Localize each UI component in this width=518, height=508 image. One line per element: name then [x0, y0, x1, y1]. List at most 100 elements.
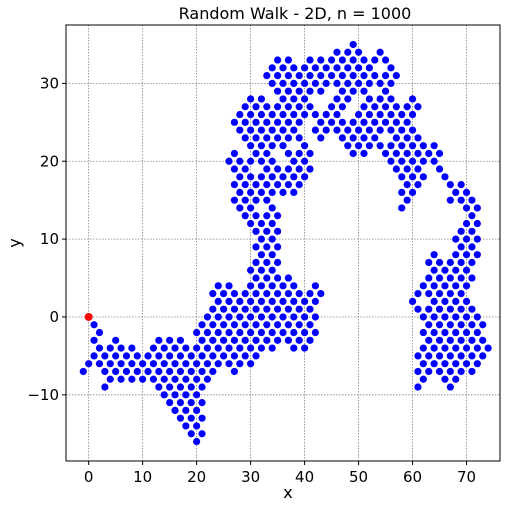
walk-point — [355, 142, 362, 149]
walk-point — [323, 111, 330, 118]
walk-point — [171, 407, 178, 414]
walk-point — [274, 212, 281, 219]
walk-point — [350, 134, 357, 141]
walk-point — [382, 150, 389, 157]
x-tick-label: 60 — [403, 468, 422, 486]
walk-point — [263, 181, 270, 188]
walk-point — [414, 165, 421, 172]
walk-point — [382, 88, 389, 95]
walk-point — [296, 306, 303, 313]
walk-point — [409, 158, 416, 165]
walk-point — [269, 142, 276, 149]
walk-point — [274, 72, 281, 79]
walk-point — [452, 360, 459, 367]
walk-point — [247, 173, 254, 180]
walk-point — [258, 267, 265, 274]
walk-point — [274, 321, 281, 328]
walk-point — [463, 189, 470, 196]
walk-point — [479, 321, 486, 328]
walk-point — [171, 360, 178, 367]
walk-point — [312, 282, 319, 289]
walk-point — [420, 142, 427, 149]
walk-point — [447, 274, 454, 281]
walk-point — [247, 189, 254, 196]
walk-point — [188, 352, 195, 359]
walk-point — [414, 134, 421, 141]
walk-point — [452, 345, 459, 352]
x-tick-label: 70 — [457, 468, 476, 486]
walk-point — [425, 259, 432, 266]
walk-point — [323, 64, 330, 71]
walk-point — [290, 313, 297, 320]
walk-point — [247, 204, 254, 211]
walk-point — [263, 103, 270, 110]
walk-point — [204, 360, 211, 367]
walk-point — [242, 212, 249, 219]
walk-point — [301, 313, 308, 320]
walk-point — [474, 220, 481, 227]
walk-point — [198, 352, 205, 359]
walk-point — [279, 111, 286, 118]
x-tick-label: 20 — [187, 468, 206, 486]
walk-point — [90, 352, 97, 359]
walk-point — [188, 415, 195, 422]
walk-point — [177, 415, 184, 422]
walk-point — [117, 376, 124, 383]
walk-point — [458, 368, 465, 375]
walk-point — [431, 298, 438, 305]
walk-point — [301, 95, 308, 102]
walk-point — [360, 72, 367, 79]
walk-point — [447, 259, 454, 266]
walk-point — [387, 64, 394, 71]
walk-point — [317, 88, 324, 95]
walk-point — [420, 376, 427, 383]
walk-point — [404, 150, 411, 157]
walk-point — [296, 150, 303, 157]
walk-point — [452, 329, 459, 336]
walk-point — [231, 165, 238, 172]
walk-point — [317, 72, 324, 79]
walk-point — [198, 383, 205, 390]
walk-point — [231, 197, 238, 204]
walk-point — [198, 415, 205, 422]
walk-point — [247, 142, 254, 149]
walk-point — [458, 228, 465, 235]
walk-point — [247, 360, 254, 367]
walk-point — [252, 352, 259, 359]
walk-point — [269, 267, 276, 274]
x-tick-label: 0 — [84, 468, 94, 486]
walk-point — [263, 337, 270, 344]
walk-point — [339, 56, 346, 63]
walk-point — [414, 181, 421, 188]
walk-point — [263, 259, 270, 266]
walk-point — [236, 204, 243, 211]
walk-point — [468, 212, 475, 219]
walk-point — [436, 290, 443, 297]
walk-point — [366, 80, 373, 87]
walk-point — [252, 228, 259, 235]
walk-point — [274, 181, 281, 188]
walk-point — [209, 290, 216, 297]
walk-point — [463, 236, 470, 243]
walk-point — [155, 352, 162, 359]
walk-point — [101, 368, 108, 375]
walk-point — [301, 173, 308, 180]
walk-point — [166, 352, 173, 359]
walk-point — [279, 64, 286, 71]
walk-point — [263, 274, 270, 281]
walk-point — [301, 329, 308, 336]
y-tick-label: 0 — [49, 308, 59, 326]
walk-point — [296, 181, 303, 188]
walk-point — [112, 337, 119, 344]
walk-point — [134, 368, 141, 375]
walk-point — [242, 352, 249, 359]
walk-point — [96, 360, 103, 367]
walk-point — [279, 189, 286, 196]
walk-point — [193, 360, 200, 367]
walk-point — [215, 298, 222, 305]
walk-point — [263, 197, 270, 204]
walk-point — [339, 103, 346, 110]
walk-point — [468, 352, 475, 359]
walk-point — [474, 345, 481, 352]
walk-point — [258, 345, 265, 352]
